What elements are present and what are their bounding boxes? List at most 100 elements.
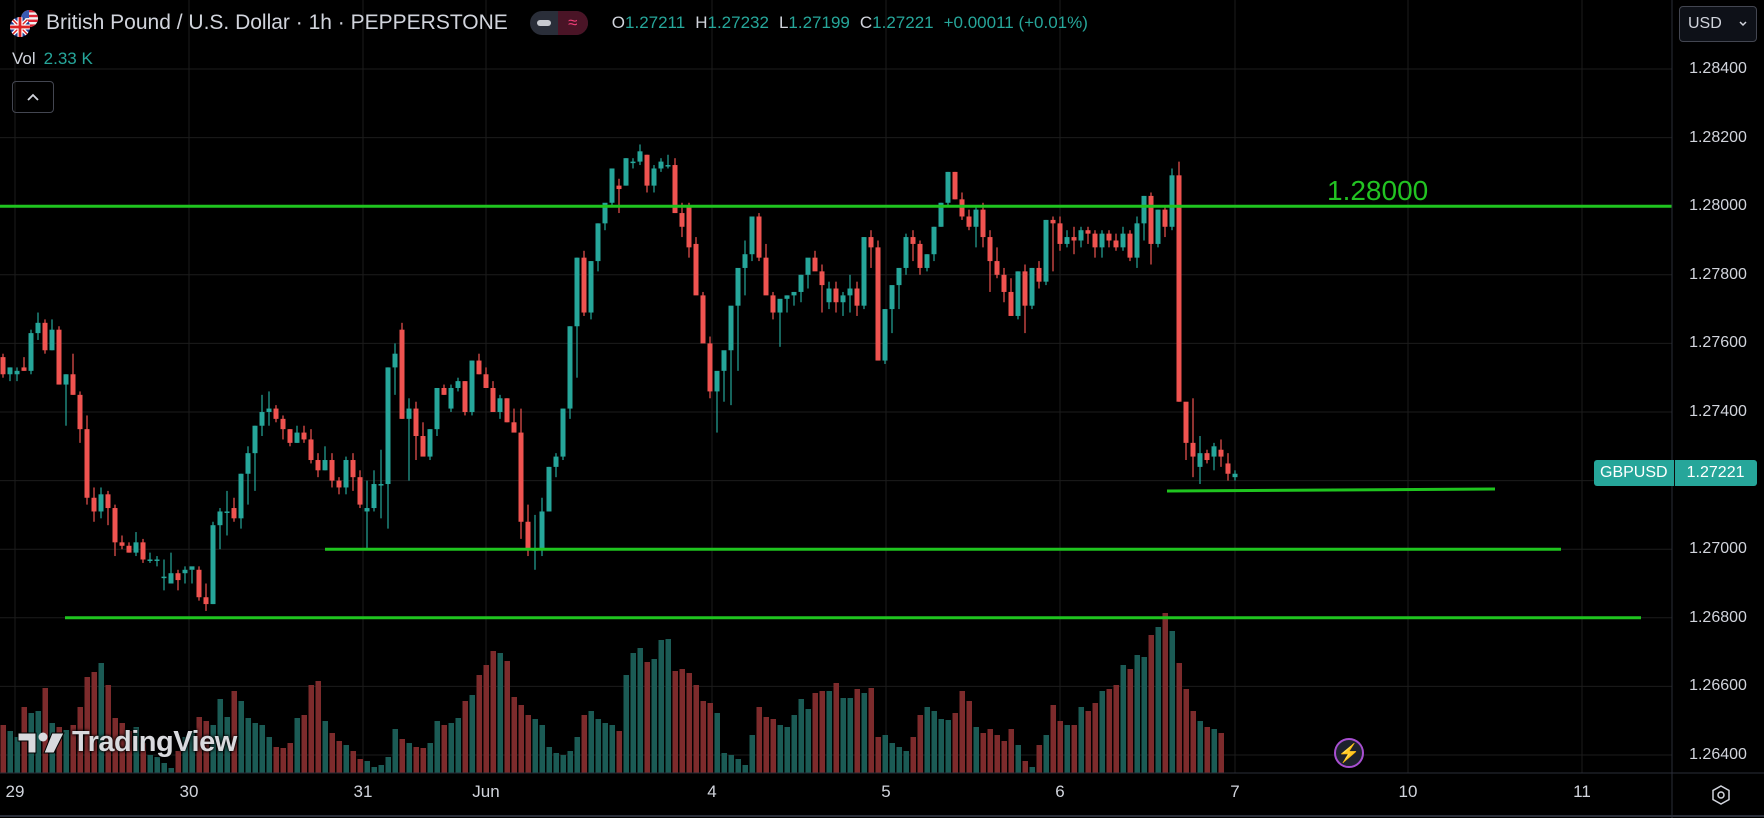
volume-bar	[77, 707, 83, 773]
volume-bar	[231, 691, 237, 773]
volume-bar	[497, 653, 503, 773]
tradingview-logo[interactable]: TradingView	[16, 726, 237, 759]
candle	[784, 295, 790, 299]
candle	[154, 559, 160, 561]
candle	[308, 439, 314, 461]
volume-bar	[175, 751, 181, 773]
volume-bar	[392, 729, 398, 773]
candle	[294, 432, 300, 443]
volume-bar	[644, 662, 650, 773]
volume-bar	[420, 748, 426, 773]
volume-bar	[119, 723, 125, 773]
volume-bar	[1092, 703, 1098, 773]
candle	[336, 480, 342, 488]
candle	[455, 381, 461, 388]
low-value: 1.27199	[788, 13, 850, 32]
candle	[679, 213, 685, 227]
candle	[616, 185, 622, 190]
volume-bar	[245, 718, 251, 773]
candle	[966, 216, 972, 227]
candle	[574, 257, 580, 327]
collapse-legend-button[interactable]	[12, 81, 54, 113]
volume-legend: Vol 2.33 K	[12, 49, 93, 69]
volume-bar	[364, 761, 370, 773]
trendline[interactable]	[1166, 487, 1496, 493]
approx-icon[interactable]: ≈	[557, 11, 588, 35]
candle	[399, 329, 405, 419]
candle	[161, 576, 167, 579]
price-axis-label: 1.28000	[1689, 197, 1747, 215]
low-label: L	[778, 13, 789, 32]
candle	[231, 508, 237, 519]
volume-bar	[994, 735, 1000, 773]
candle	[14, 370, 20, 375]
candle	[119, 542, 125, 546]
minus-icon[interactable]	[530, 11, 558, 35]
volume-bar	[518, 705, 524, 773]
time-axis-label: 7	[1230, 782, 1240, 801]
candle	[1015, 271, 1021, 316]
price-change: +0.00011 (+0.01%)	[943, 13, 1088, 32]
volume-bar	[1155, 627, 1161, 773]
candle	[1092, 233, 1098, 248]
volume-bar	[917, 715, 923, 773]
chevron-up-icon	[27, 93, 39, 101]
volume-bar	[553, 753, 559, 773]
symbol-title[interactable]: British Pound / U.S. Dollar · 1h · PEPPE…	[46, 11, 508, 34]
high-label: H	[695, 13, 708, 32]
candle	[882, 309, 888, 361]
volume-bar	[1001, 741, 1007, 773]
volume-bar	[952, 713, 958, 773]
candle	[1134, 223, 1140, 258]
candle	[987, 237, 993, 262]
candle	[1218, 449, 1224, 457]
candle	[427, 429, 433, 457]
candle	[504, 398, 510, 423]
candle	[238, 473, 244, 519]
candle	[588, 261, 594, 313]
level-annotation[interactable]: 1.28000	[1327, 175, 1429, 206]
volume-bar	[567, 751, 573, 773]
volume-bar	[154, 757, 160, 773]
candle	[413, 408, 419, 437]
candle	[665, 165, 671, 167]
candle	[1036, 267, 1042, 282]
currency-select-value: USD	[1688, 15, 1722, 32]
volume-bar	[7, 731, 13, 773]
currency-select[interactable]: USD	[1679, 6, 1757, 42]
volume-bar	[630, 653, 636, 773]
candle	[105, 494, 111, 509]
candle	[210, 525, 216, 605]
candle	[1176, 175, 1182, 402]
candle	[581, 257, 587, 313]
candle	[21, 367, 27, 371]
candle	[854, 288, 860, 306]
volume-bar	[280, 748, 286, 773]
chevron-down-icon	[1739, 21, 1747, 27]
volume-bar	[749, 735, 755, 773]
volume-bar	[490, 651, 496, 773]
candle	[889, 285, 895, 310]
volume-bar	[483, 665, 489, 773]
candle	[343, 460, 349, 488]
volume-bar	[1036, 745, 1042, 773]
volume-bar	[413, 747, 419, 773]
volume-bar	[756, 707, 762, 773]
volume-value: 2.33 K	[43, 49, 93, 68]
candle	[539, 511, 545, 550]
volume-label: Vol	[12, 49, 36, 68]
indicator-toggle[interactable]: ≈	[529, 11, 588, 35]
candle	[518, 432, 524, 522]
volume-bar	[1141, 657, 1147, 773]
volume-bar	[1106, 689, 1112, 773]
volume-bar	[1204, 727, 1210, 773]
lightning-icon[interactable]: ⚡	[1334, 738, 1364, 768]
volume-bar	[735, 759, 741, 773]
volume-bar	[714, 713, 720, 773]
volume-bar	[798, 699, 804, 773]
candle	[1120, 233, 1126, 248]
candle	[483, 374, 489, 388]
candle	[462, 381, 468, 412]
chart-settings-icon[interactable]	[1706, 780, 1736, 810]
